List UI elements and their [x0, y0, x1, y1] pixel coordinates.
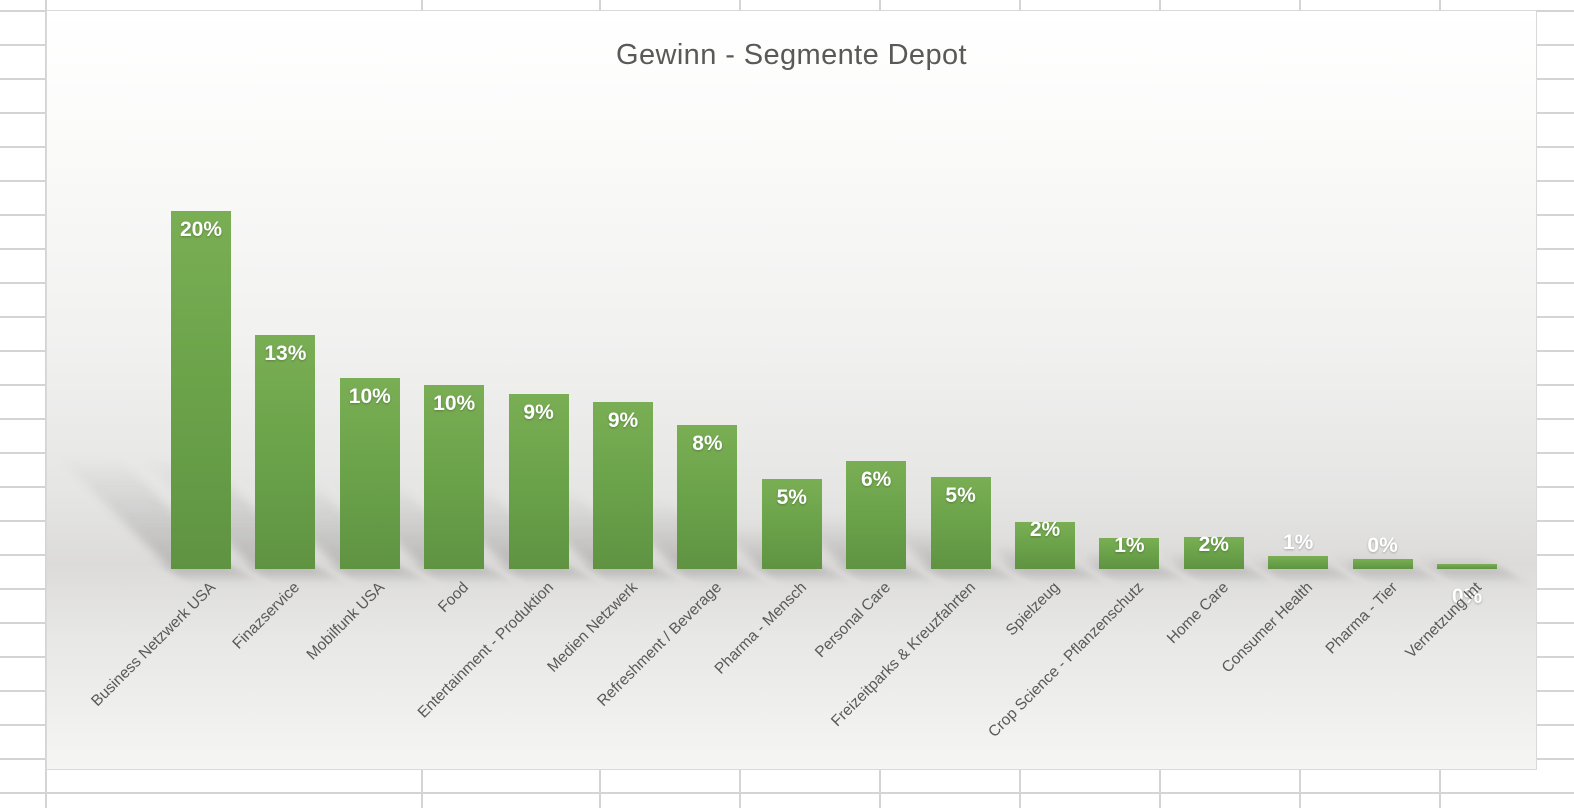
bar[interactable] [677, 425, 738, 569]
data-label[interactable]: 2% [1029, 518, 1061, 541]
bar[interactable] [255, 335, 316, 569]
data-label[interactable]: 5% [776, 486, 807, 509]
data-label[interactable]: 9% [523, 401, 554, 424]
data-label[interactable]: 2% [1198, 533, 1229, 556]
bar[interactable] [761, 479, 822, 569]
chart-area[interactable]: Gewinn - Segmente Depot 20% Business Netz… [46, 10, 1537, 770]
bar[interactable] [1437, 564, 1497, 569]
bar[interactable] [593, 402, 653, 569]
grid-row-line [0, 792, 1574, 794]
bar[interactable] [1015, 522, 1075, 569]
data-label[interactable]: 1% [1283, 531, 1314, 554]
data-label[interactable]: 1% [1114, 534, 1145, 557]
bar[interactable] [930, 477, 991, 569]
data-label[interactable]: 8% [692, 432, 723, 455]
bar[interactable] [1183, 537, 1244, 569]
bar[interactable] [339, 378, 400, 569]
bar[interactable] [846, 461, 907, 569]
bar[interactable] [508, 394, 569, 569]
data-label[interactable]: 9% [607, 409, 639, 432]
bar[interactable] [171, 211, 231, 569]
bar[interactable] [424, 385, 485, 569]
data-label[interactable]: 10% [433, 392, 476, 415]
data-label[interactable]: 0% [1451, 585, 1483, 608]
bar[interactable] [1268, 556, 1329, 569]
plot-area: 20% Business Netzwerk USA 13% Finazservice 1… [47, 11, 1536, 769]
bar[interactable] [1352, 559, 1413, 569]
chart-title[interactable]: Gewinn - Segmente Depot [616, 39, 967, 71]
data-label[interactable]: 5% [945, 484, 976, 507]
data-label[interactable]: 13% [264, 342, 307, 365]
bar[interactable] [1099, 538, 1160, 569]
data-label[interactable]: 20% [179, 218, 223, 241]
data-label[interactable]: 6% [861, 468, 892, 491]
data-label[interactable]: 0% [1367, 534, 1398, 557]
data-label[interactable]: 10% [348, 385, 391, 408]
